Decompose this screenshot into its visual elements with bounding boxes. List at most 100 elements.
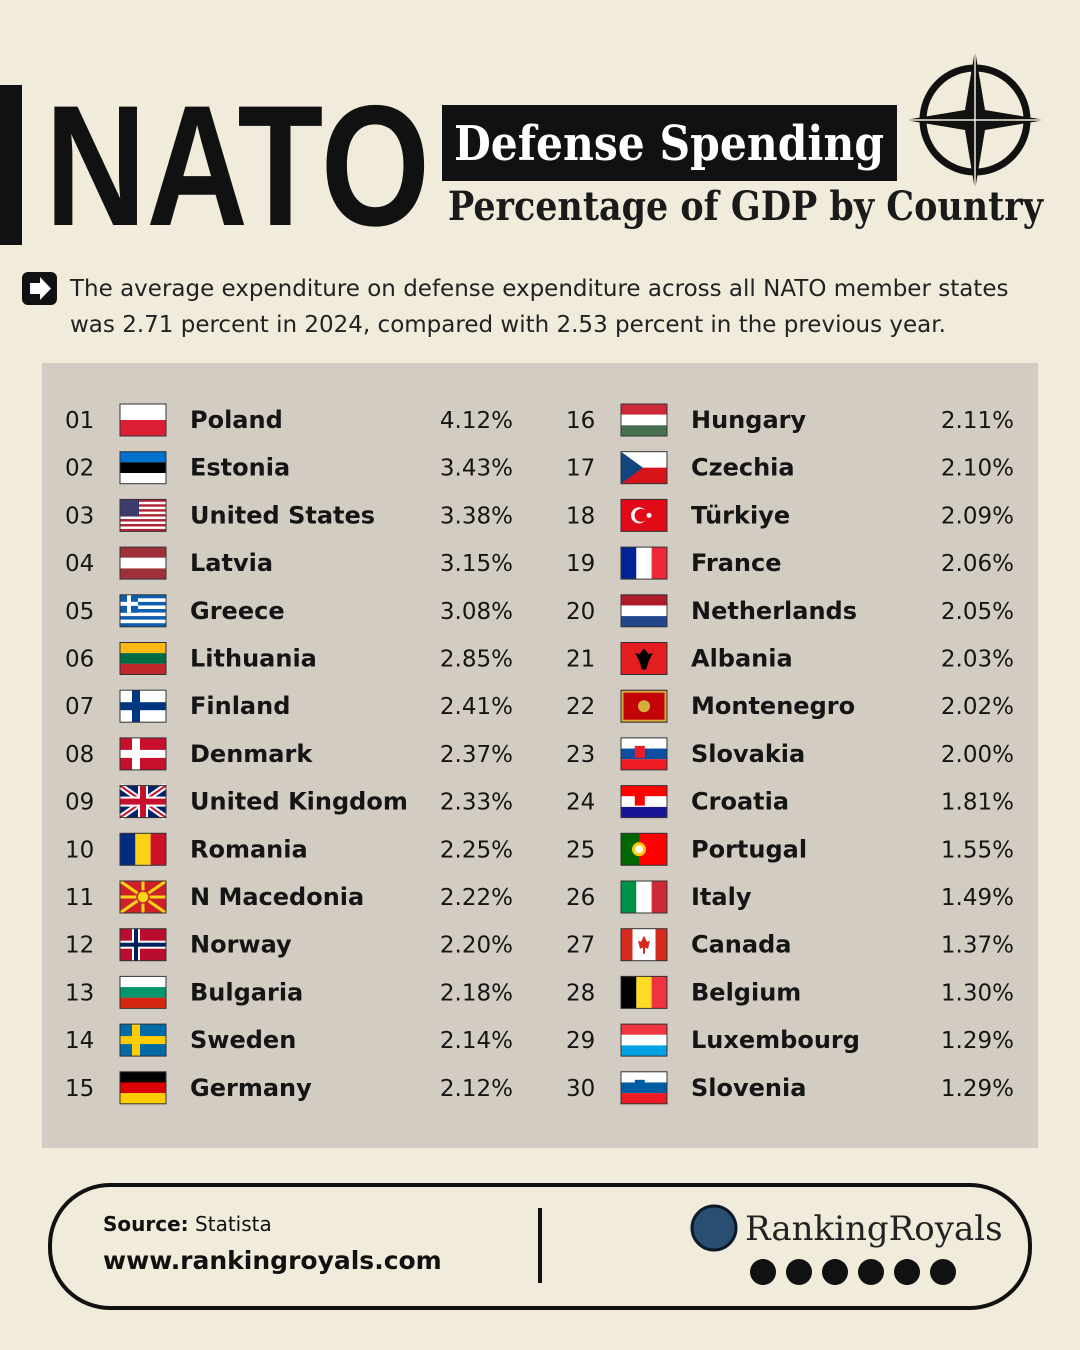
flag-part [621,1034,667,1046]
flag-part [120,521,166,525]
flag-part [636,881,652,913]
flag-part [636,976,652,1009]
footer-frame [48,1183,1032,1310]
rank: 29 [566,1028,595,1054]
country: Albania [691,645,793,673]
flag [620,928,668,962]
flag-part [120,499,139,517]
flag [620,546,668,580]
flag-part [621,616,667,627]
flag [119,879,167,915]
share: 2.00% [941,742,1014,768]
flag-part [120,976,166,988]
country: Czechia [691,454,795,482]
country: Croatia [691,788,789,816]
url: www.rankingroyals.com [103,1246,442,1275]
flag-part [651,881,667,913]
rank: 01 [65,408,94,434]
flag-border [620,832,668,866]
flag [620,880,668,914]
country: United States [190,501,375,529]
rank: 03 [65,503,94,529]
flag [620,451,668,485]
flag-part [120,1082,166,1094]
flag [118,783,168,821]
rank: 27 [566,933,595,959]
flag-part [621,785,667,797]
flag-part [651,547,667,580]
flag-part [621,451,643,484]
flag-part [120,1036,166,1045]
share: 3.08% [440,599,513,625]
flag [119,1071,167,1105]
rank: 13 [65,980,94,1006]
brand: RankingRoyals [745,1209,1003,1249]
country: Estonia [190,454,290,482]
flag-part [634,793,645,806]
flag-border [119,1023,167,1057]
flag-border [119,785,167,819]
country: Lithuania [190,645,317,673]
flag-part [120,1093,166,1104]
flag-border [119,642,167,675]
country: Germany [190,1074,312,1102]
flag-part [120,642,166,654]
rank: 25 [566,837,595,863]
flag-part [621,605,667,617]
flag [119,737,167,771]
flag [119,1023,167,1057]
table: 01 Poland 4.12% 02 Estonia 3.43% 03 United Stat… [65,403,1014,1105]
flag-part [120,987,166,998]
flag-part [120,499,166,502]
country: United Kingdom [190,788,408,816]
rank: 21 [566,647,595,673]
flag [620,642,668,675]
flag-part [120,623,166,627]
country: Slovenia [691,1074,806,1102]
badge-box [442,105,897,181]
flag-part [634,745,645,758]
flag-part [136,890,150,904]
nato-emblem [905,50,1045,190]
flag-border [620,546,668,580]
country: Belgium [691,978,801,1006]
share: 1.81% [941,790,1014,816]
flag [620,403,668,437]
flag [119,832,167,866]
country: Finland [190,692,290,720]
flag-part [120,616,166,620]
flag-border [620,451,668,485]
flag-part [621,1024,667,1035]
flag [620,498,668,532]
accent-bar [0,85,22,245]
flag-border [119,832,167,866]
share: 2.41% [440,694,513,720]
rank: 02 [65,456,94,482]
table-panel [42,363,1038,1148]
flag-part [120,524,166,527]
flag [119,403,167,437]
flag-part [621,594,667,606]
share: 2.25% [440,837,513,863]
flag [119,498,167,532]
flag-part [634,508,648,522]
flag-part [634,1079,645,1092]
flag-part [635,648,653,670]
rank: 24 [566,790,595,816]
flag-border [119,1071,167,1105]
flag-border [119,594,167,628]
rank: 30 [566,1076,595,1102]
rank: 14 [65,1028,94,1054]
flag-border [620,928,668,962]
share: 3.38% [440,503,513,529]
flag-part [120,473,166,484]
rank: 22 [566,694,595,720]
rank: 09 [65,790,94,816]
country: France [691,549,781,577]
badge: Defense Spending [454,116,884,172]
title: NATO [45,70,430,262]
flag-part [120,420,166,436]
flag-border [620,498,668,532]
